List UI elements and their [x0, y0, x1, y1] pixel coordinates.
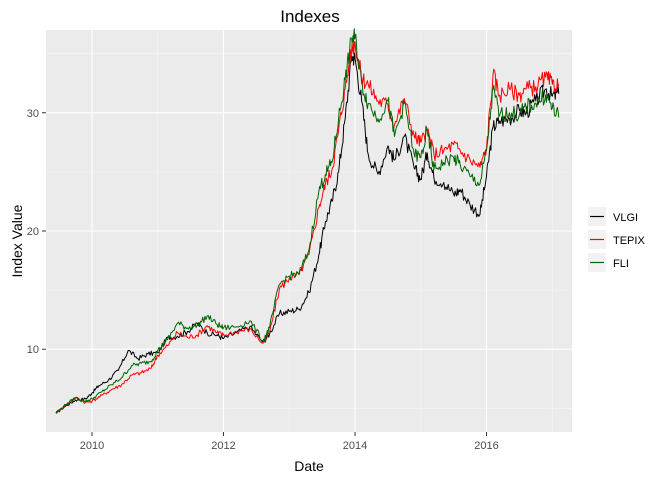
- x-axis-ticks: 2010 2012 2014 2016: [80, 432, 499, 452]
- legend: VLGI TEPIX FLI: [588, 207, 645, 272]
- series-lines: [55, 28, 560, 414]
- legend-label-vlgi: VLGI: [613, 212, 638, 224]
- chart-title: Indexes: [280, 7, 340, 26]
- series-line-fli: [55, 28, 560, 414]
- y-tick-label: 20: [27, 226, 39, 238]
- x-axis-title: Date: [294, 458, 324, 474]
- x-tick-label: 2010: [80, 440, 104, 452]
- y-axis-title: Index Value: [9, 204, 25, 277]
- y-tick-label: 30: [27, 108, 39, 120]
- x-tick-label: 2012: [211, 440, 235, 452]
- legend-label-tepix: TEPIX: [613, 235, 645, 247]
- major-gridlines: [46, 30, 572, 432]
- x-tick-label: 2014: [343, 440, 367, 452]
- y-axis-ticks: 10 20 30: [27, 108, 46, 356]
- x-tick-label: 2016: [474, 440, 498, 452]
- series-line-tepix: [55, 40, 560, 414]
- legend-label-fli: FLI: [613, 258, 629, 270]
- series-line-vlgi: [55, 52, 560, 414]
- y-tick-label: 10: [27, 344, 39, 356]
